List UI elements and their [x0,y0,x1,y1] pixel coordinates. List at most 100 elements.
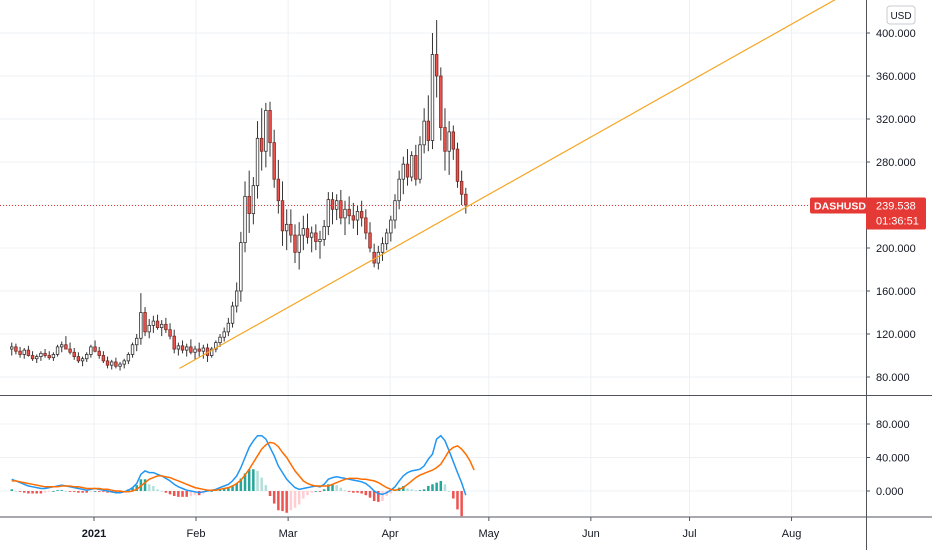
macd-histogram-bar [414,490,418,491]
macd-histogram-bar [239,478,243,491]
macd-histogram-bar [431,484,434,491]
macd-histogram-bar [56,490,59,491]
candle [118,361,122,371]
axes: 80.000120.000160.000200.000240.000280.00… [82,5,926,540]
candle [89,344,93,358]
macd-histogram-bar [172,491,176,497]
candle [318,230,322,259]
macd-histogram-bar [60,490,63,491]
candle [422,108,426,154]
candle [18,346,22,358]
candle [409,151,414,182]
candle [239,231,243,302]
candle [434,20,439,98]
candle [168,323,172,340]
macd-histogram-bar [106,491,109,493]
candle [43,349,47,358]
candle [114,357,118,369]
candle [101,351,106,364]
candle [326,192,331,236]
macd-histogram-bar [72,491,76,492]
time-tick-label: Aug [782,528,802,540]
price-tick-label: 280.000 [876,157,916,169]
candle [26,345,31,357]
macd-histogram-bar [322,489,326,491]
time-tick-label: Feb [187,528,206,540]
macd-histogram-bar [22,491,26,493]
candle [14,343,18,355]
macd-histogram-bar [447,491,451,492]
macd-histogram-bar [247,469,251,491]
candle [355,205,360,236]
candle [305,213,310,244]
candle [222,327,226,342]
bar-countdown: 01:36:51 [876,215,919,227]
macd-histogram-bar [452,491,455,499]
candle [130,342,135,358]
indicator-tick-label: 40.000 [876,453,910,465]
macd-histogram-bar [339,487,343,491]
macd-histogram-bar [168,491,172,495]
candle [85,352,89,362]
macd-histogram-bar [422,489,426,491]
macd-histogram-bar [456,491,459,510]
candle [122,358,126,369]
macd-histogram-bar [85,491,88,493]
candle [364,209,368,240]
macd-histogram-bar [318,491,322,492]
price-tick-label: 200.000 [876,243,916,255]
candle [243,181,247,253]
macd-histogram-bar [381,491,384,502]
macd-histogram-bar [252,469,255,491]
candle [126,352,131,365]
macd-histogram-bar [260,477,263,491]
candle [443,108,447,171]
candle [226,317,231,337]
trendline[interactable] [179,0,840,369]
price-tick-label: 160.000 [876,286,916,298]
candle [135,334,139,352]
macd-histogram-bar [289,491,293,511]
macd-histogram-bar [389,491,393,494]
macd-histogram-bar [189,491,193,497]
candle [35,354,39,364]
indicator-tick-label: 80.000 [876,419,910,431]
signal-line [11,441,475,493]
candle [401,156,406,195]
candle [459,170,464,205]
candle [105,356,110,369]
candle [60,341,64,353]
time-tick-label: Apr [382,528,399,540]
candle [185,343,189,357]
candle [189,339,193,355]
candle [201,344,206,359]
macd-histogram-bar [285,491,288,513]
macd-histogram-bar [427,485,430,491]
price-tick-label: 360.000 [876,71,916,83]
macd-histogram-bar [218,489,222,491]
macd-histogram-bar [297,491,301,505]
macd-histogram-bar [327,484,330,491]
candle [151,315,156,333]
macd-histogram-bar [439,480,443,491]
candle [164,317,168,333]
macd-histogram-bar [64,491,68,492]
currency-button[interactable]: USD [886,5,916,25]
candle [389,215,393,242]
candle [284,209,289,251]
macd-histogram-bar [347,491,351,492]
candle [22,347,26,359]
candlesticks [10,20,468,371]
candle [97,346,101,359]
candle [430,33,435,150]
macd-histogram-bar [272,491,276,504]
time-tick-label: 2021 [82,528,106,540]
candle [210,346,214,358]
macd-histogram-bar [68,491,72,492]
macd-histogram-bar [81,491,84,493]
macd-histogram-bar [152,485,155,491]
macd-indicator [10,434,475,517]
macd-histogram-bar [310,491,313,493]
price-tick-label: 80.000 [876,372,910,384]
